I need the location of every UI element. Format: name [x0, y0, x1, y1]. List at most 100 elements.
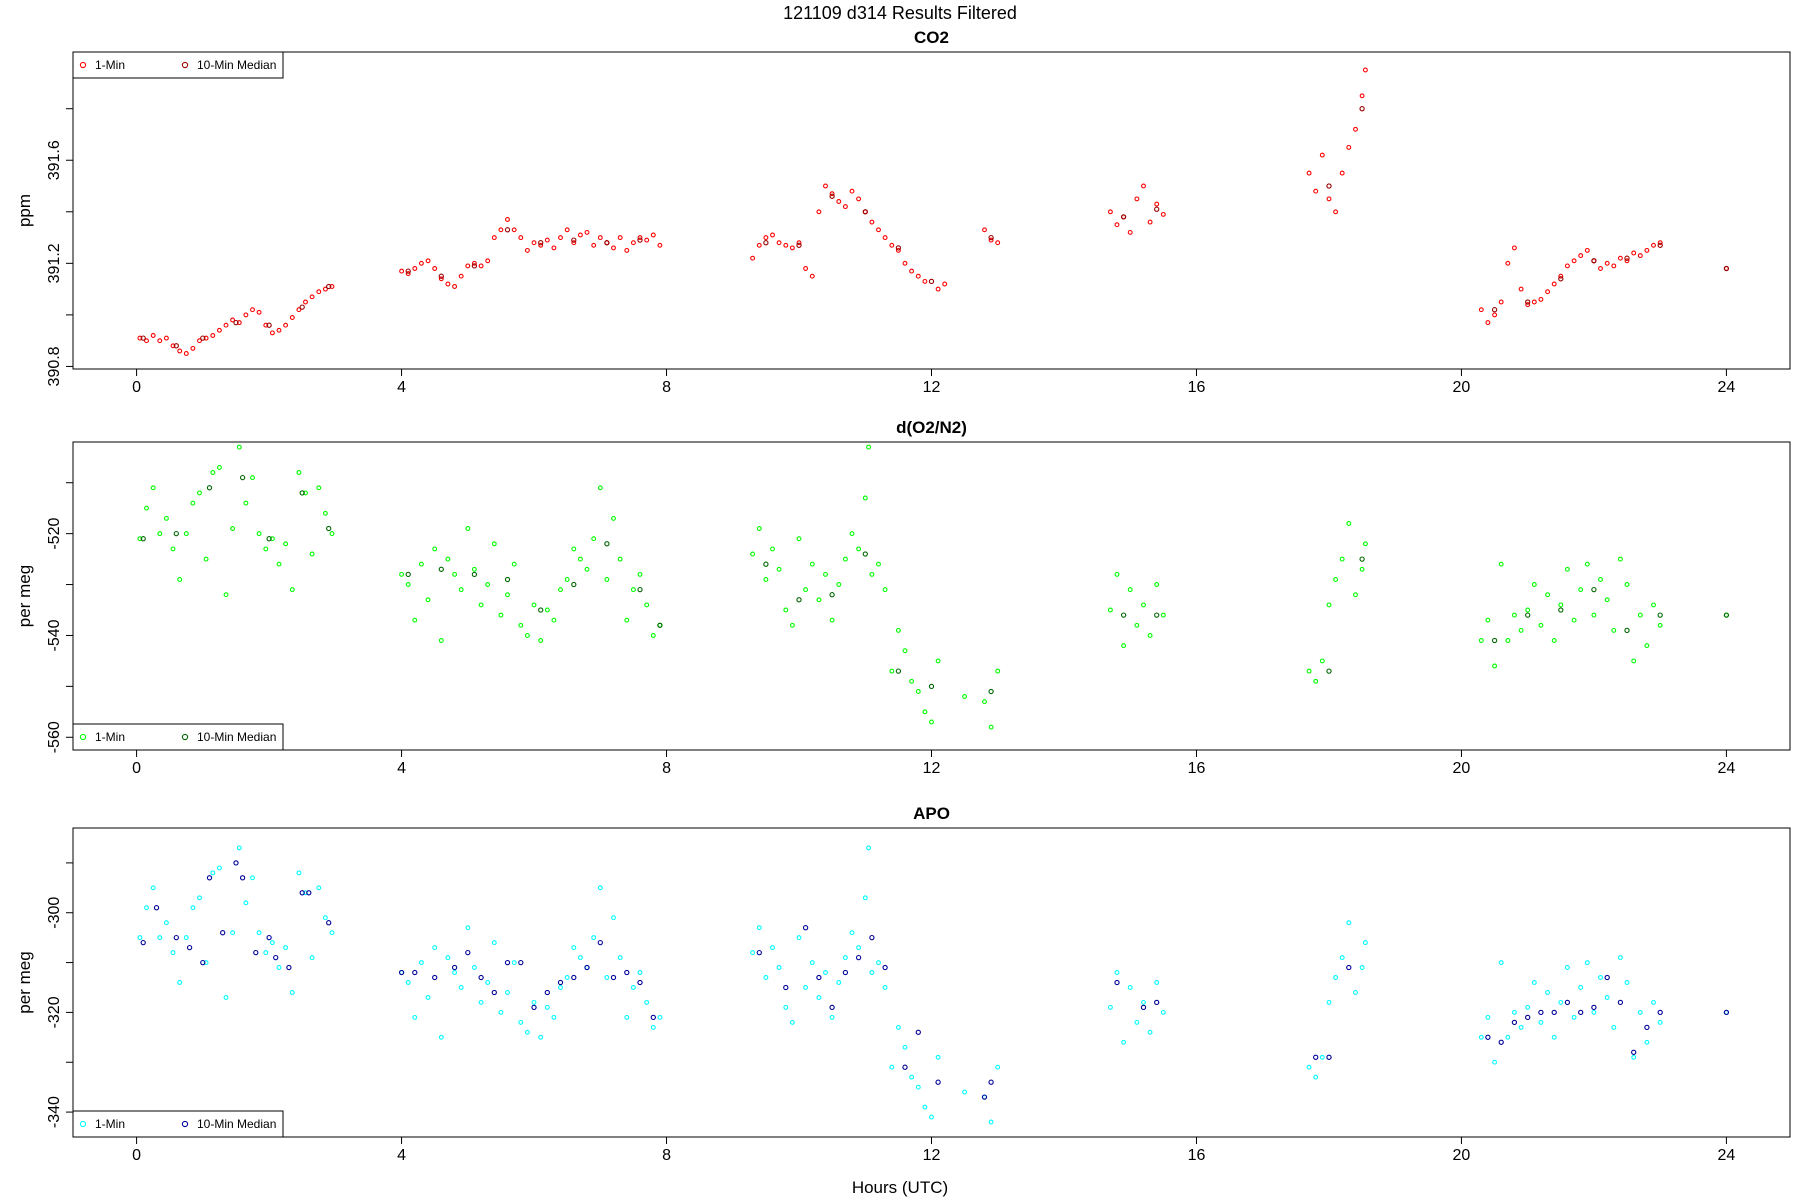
- data-point: [498, 227, 504, 233]
- data-point: [809, 273, 815, 279]
- data-point: [915, 273, 921, 279]
- data-point: [597, 939, 603, 946]
- data-point: [432, 546, 438, 552]
- data-point: [823, 970, 828, 975]
- data-point: [1604, 597, 1610, 603]
- data-point: [902, 1064, 908, 1070]
- data-point: [183, 351, 189, 356]
- data-point: [1140, 1004, 1147, 1011]
- data-point: [856, 546, 862, 552]
- data-point: [216, 865, 222, 871]
- data-point: [1651, 242, 1656, 248]
- data-point: [1631, 1049, 1637, 1055]
- data-point: [1498, 1039, 1504, 1045]
- x-tick-label: 0: [132, 760, 141, 777]
- data-point: [412, 969, 418, 976]
- data-point: [935, 1054, 941, 1060]
- data-point: [783, 242, 789, 248]
- data-point: [269, 940, 275, 946]
- data-point: [756, 925, 762, 931]
- data-point: [438, 1034, 444, 1040]
- data-point: [498, 612, 504, 618]
- data-point: [1578, 1009, 1584, 1016]
- legend-label: 1-Min: [95, 1117, 125, 1131]
- data-point: [296, 470, 302, 475]
- data-point: [1637, 612, 1643, 618]
- data-point: [544, 607, 550, 613]
- data-point: [1492, 1059, 1498, 1065]
- data-point: [637, 571, 643, 577]
- data-point: [1657, 612, 1663, 618]
- series-one-min: [137, 845, 1729, 1125]
- data-point: [286, 964, 292, 971]
- data-point: [153, 905, 160, 911]
- data-point: [465, 949, 471, 956]
- data-point: [1631, 250, 1637, 256]
- data-point: [1333, 975, 1339, 980]
- data-point: [617, 235, 623, 241]
- data-point: [425, 995, 431, 1000]
- data-point: [1551, 281, 1557, 287]
- data-point: [1313, 188, 1319, 194]
- data-point: [1657, 622, 1663, 628]
- data-point: [1525, 1014, 1531, 1021]
- legend: 1-Min 10-Min Median: [72, 723, 284, 751]
- data-point: [1160, 211, 1166, 217]
- data-point: [269, 330, 275, 336]
- data-point: [220, 930, 226, 936]
- y-tick-label: -320: [46, 996, 63, 1028]
- data-point: [322, 915, 328, 921]
- data-point: [1326, 602, 1332, 608]
- data-point: [538, 607, 544, 613]
- data-point: [299, 890, 305, 896]
- data-point: [1531, 582, 1537, 587]
- data-point: [836, 199, 842, 204]
- data-point: [256, 531, 262, 537]
- data-point: [1154, 201, 1160, 207]
- data-point: [524, 1029, 530, 1035]
- data-point: [170, 343, 176, 349]
- data-point: [1346, 144, 1352, 150]
- data-point: [289, 315, 295, 320]
- data-point: [750, 255, 756, 261]
- data-point: [1147, 1029, 1153, 1035]
- data-point: [1505, 1034, 1511, 1040]
- data-point: [210, 470, 216, 475]
- data-point: [538, 242, 544, 248]
- data-point: [243, 312, 249, 318]
- data-point: [558, 587, 563, 593]
- data-point: [1346, 521, 1352, 526]
- data-point: [1564, 566, 1570, 572]
- data-point: [326, 525, 332, 532]
- data-point: [405, 582, 411, 587]
- data-point: [902, 1044, 908, 1050]
- data-point: [1485, 617, 1491, 623]
- data-point: [604, 577, 610, 582]
- data-point: [942, 281, 948, 287]
- data-point: [803, 266, 809, 271]
- data-point: [1485, 1034, 1491, 1040]
- data-point: [866, 845, 872, 851]
- data-point: [1538, 1019, 1544, 1025]
- data-point: [1306, 1064, 1312, 1070]
- data-point: [988, 237, 994, 243]
- data-point: [1478, 638, 1484, 643]
- data-point: [309, 294, 315, 300]
- data-point: [776, 566, 782, 572]
- data-point: [1525, 302, 1531, 308]
- data-point: [789, 245, 795, 251]
- data-point: [531, 240, 537, 246]
- data-point: [1551, 1009, 1557, 1016]
- data-point: [432, 945, 438, 951]
- data-point: [809, 960, 815, 966]
- data-point: [150, 333, 156, 338]
- data-point: [988, 234, 994, 241]
- data-point: [177, 348, 183, 354]
- data-point: [783, 1004, 789, 1010]
- data-point: [789, 622, 795, 628]
- data-point: [1611, 1024, 1617, 1030]
- data-point: [1551, 638, 1557, 643]
- data-point: [1114, 970, 1120, 975]
- data-point: [657, 1014, 663, 1020]
- data-point: [263, 322, 269, 328]
